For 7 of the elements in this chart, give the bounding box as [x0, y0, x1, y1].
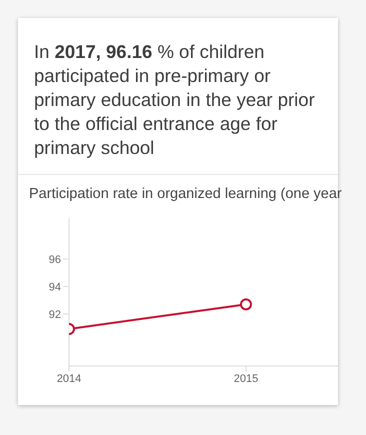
y-tick-label: 96	[48, 254, 61, 266]
y-tick-label: 94	[48, 281, 61, 294]
x-tick-label: 2014	[56, 372, 82, 385]
chart-subtitle: Participation rate in organized learning (one year	[29, 186, 342, 202]
y-tick-label: 92	[48, 308, 61, 321]
x-tick-label: 2015	[234, 372, 258, 385]
chart-title: In 2017, 96.16 % of children participated in pre-primary or primary education in the year prior to the official entrance age for primary school	[34, 41, 315, 158]
